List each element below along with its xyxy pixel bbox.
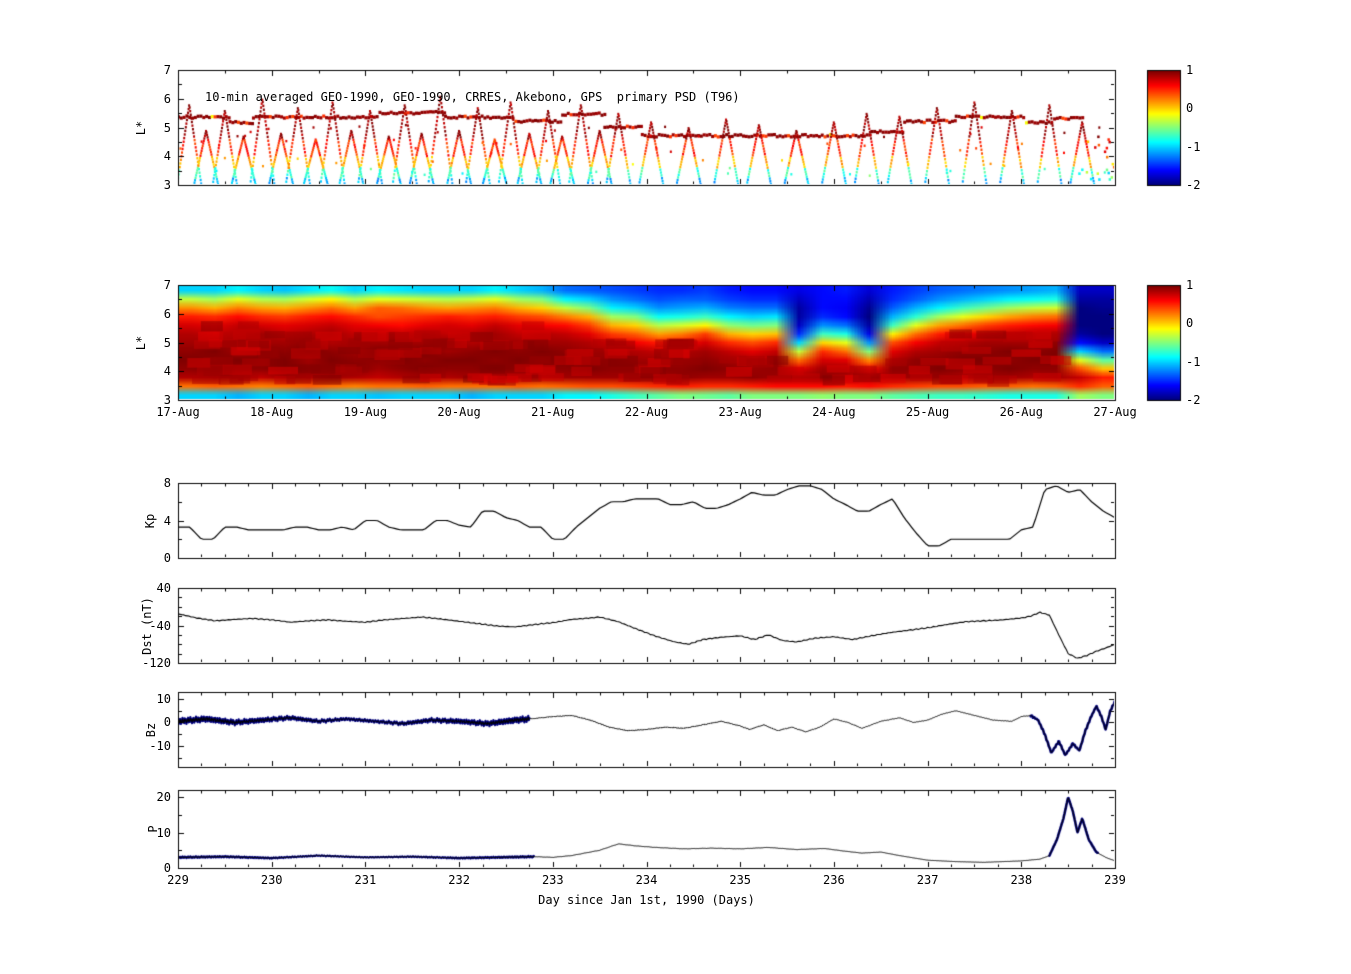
- ytick-label: 0: [163, 861, 171, 875]
- panel1-title: 10-min averaged GEO-1990, GEO-1990, CRRE…: [205, 90, 740, 104]
- colorbar-tick-label: 1: [1186, 63, 1194, 77]
- ytick-label: 10: [156, 692, 171, 707]
- xtick-label: 229: [167, 873, 189, 887]
- colorbar-tick-label: -2: [1186, 178, 1201, 192]
- date-tick-label: 26-Aug: [999, 405, 1043, 419]
- date-tick-label: 21-Aug: [531, 405, 575, 419]
- ytick-label: -10: [149, 738, 171, 753]
- date-tick-label: 19-Aug: [343, 405, 388, 419]
- ytick-label: 0: [163, 715, 171, 730]
- date-tick-label: 17-Aug: [156, 405, 200, 419]
- ytick-label: 8: [163, 476, 171, 490]
- xtick-label: 235: [729, 873, 752, 887]
- colorbar-tick-label: -2: [1186, 393, 1201, 407]
- xtick-label: 238: [1010, 873, 1033, 887]
- ytick-label: 0: [163, 551, 171, 565]
- ytick-label: 7: [163, 278, 171, 292]
- xtick-label: 239: [1104, 873, 1126, 887]
- xtick-label: 233: [541, 873, 564, 887]
- date-tick-label: 18-Aug: [250, 405, 294, 419]
- ylabel-psd-scatter: L*: [134, 120, 148, 135]
- date-tick-label: 22-Aug: [624, 405, 669, 419]
- xtick-label: 236: [823, 873, 845, 887]
- ytick-label: 3: [163, 393, 171, 407]
- colorbar-tick-label: 0: [1186, 101, 1194, 116]
- xtick-label: 231: [354, 873, 377, 887]
- xtick-label: 234: [635, 873, 658, 887]
- ytick-label: 4: [163, 364, 171, 379]
- ytick-label: 6: [163, 91, 171, 106]
- colorbar-tick-label: 0: [1186, 316, 1194, 331]
- ytick-label: 4: [163, 513, 171, 528]
- colorbar-tick-label: -1: [1186, 139, 1201, 154]
- ytick-label: 5: [163, 335, 171, 350]
- date-tick-label: 24-Aug: [812, 405, 856, 419]
- ytick-label: -40: [149, 618, 171, 633]
- date-tick-label: 23-Aug: [718, 405, 762, 419]
- ytick-label: 6: [163, 306, 171, 321]
- ylabel-kp: Kp: [143, 513, 157, 528]
- xtick-label: 230: [260, 873, 283, 887]
- ylabel-bz: Bz: [144, 722, 158, 737]
- ytick-label: 4: [163, 149, 171, 164]
- ytick-label: 10: [156, 825, 171, 840]
- date-tick-label: 27-Aug: [1093, 405, 1137, 419]
- xaxis-label: Day since Jan 1st, 1990 (Days): [538, 893, 755, 907]
- ytick-label: 3: [163, 178, 171, 192]
- ylabel-psd-heatmap: L*: [134, 335, 148, 350]
- colorbar-tick-label: -1: [1186, 354, 1201, 369]
- ytick-label: -120: [142, 656, 171, 670]
- ytick-label: 5: [163, 120, 171, 135]
- date-tick-label: 20-Aug: [437, 405, 481, 419]
- colorbar-tick-label: 1: [1186, 278, 1194, 292]
- xtick-label: 237: [916, 873, 939, 887]
- xtick-label: 232: [448, 873, 470, 887]
- date-tick-label: 25-Aug: [905, 405, 950, 419]
- ytick-label: 40: [156, 581, 171, 595]
- ytick-label: 7: [163, 63, 171, 77]
- ytick-label: 20: [156, 790, 171, 805]
